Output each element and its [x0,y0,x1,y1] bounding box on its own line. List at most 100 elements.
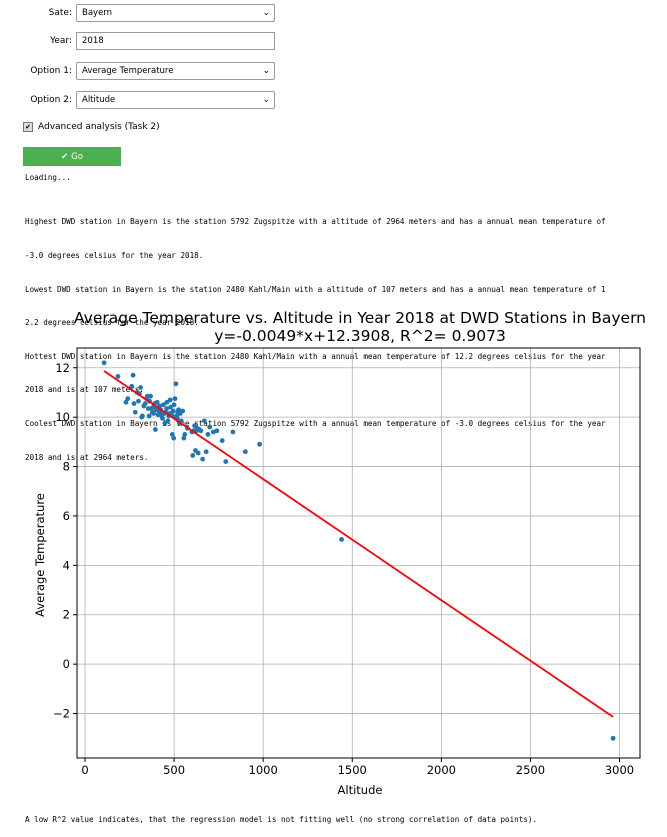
x-tick-label: 1500 [338,763,367,777]
result-line: -3.0 degrees celsius for the year 2018. [25,251,204,261]
data-point [201,418,207,424]
state-label: Sate: [48,8,72,18]
y-tick-label: 12 [55,361,70,375]
chevron-down-icon: ⌄ [262,95,270,105]
plot-frame [76,347,641,759]
data-point [164,406,170,411]
go-button[interactable]: ✔ Go [23,147,121,166]
data-point [165,418,171,424]
data-point [169,432,175,437]
option1-label: Option 1: [30,66,72,76]
data-point [203,449,209,455]
go-button-label: Go [71,151,83,162]
data-point [101,360,107,366]
data-point [160,415,165,421]
year-input[interactable]: 2018 [76,32,275,50]
state-value: Bayern [82,8,113,18]
result-line: 2018 and is at 107 meters. [25,385,144,395]
chart-title: Average Temperature vs. Altitude in Year… [74,309,646,327]
data-point [182,432,188,437]
option2-row: Option 2: Altitude ⌄ [0,91,275,109]
y-tick-label: 10 [55,410,70,424]
x-tick-label: 3000 [605,763,634,777]
data-point [115,374,121,379]
result-output: Highest DWD station in Bayern is the sta… [25,194,606,474]
y-tick-label: −2 [53,707,70,721]
data-point [123,399,129,405]
data-point [214,428,220,434]
data-point [132,409,138,415]
footer-note: A low R^2 value indicates, that the regr… [25,815,538,824]
data-point [148,393,153,399]
option2-label: Option 2: [30,95,72,105]
data-point [129,383,135,389]
data-point [198,428,204,434]
advanced-analysis-toggle[interactable]: ✔ Advanced analysis (Task 2) [23,122,160,132]
result-line: Lowest DWD station in Bayern is the stat… [25,284,606,294]
data-point [151,411,157,416]
data-point [257,441,263,447]
result-line: 2018 and is at 2964 meters. [25,452,149,462]
data-point [171,402,177,408]
y-tick-label: 6 [63,509,70,523]
data-point [161,402,166,408]
year-row: Year: 2018 [0,32,275,50]
state-row: Sate: Bayern ⌄ [0,4,275,22]
chart-subtitle: y=-0.0049*x+12.3908, R^2= 0.9073 [214,327,506,345]
scatter-chart: Average Temperature vs. Altitude in Year… [33,309,646,797]
data-point [195,450,201,456]
y-tick-label: 2 [63,608,70,622]
advanced-analysis-label: Advanced analysis (Task 2) [38,122,160,132]
option1-value: Average Temperature [82,66,174,76]
data-point [167,397,173,403]
advanced-analysis-checkbox[interactable]: ✔ [23,122,33,132]
option1-select[interactable]: Average Temperature ⌄ [76,62,275,80]
data-point [610,735,616,741]
data-point [339,537,344,542]
chevron-down-icon: ⌄ [262,8,270,18]
result-line: Highest DWD station in Bayern is the sta… [25,217,606,227]
data-point [205,432,211,437]
data-point [180,408,186,414]
data-point [242,449,248,455]
data-point [142,401,148,406]
data-point [181,435,187,441]
data-point [190,453,196,458]
data-point [200,456,206,462]
y-tick-label: 8 [63,460,70,474]
data-point [152,427,158,432]
result-line: 2.2 degrees celsius for the year 2018. [25,318,199,328]
loading-text: Loading... [25,173,71,182]
data-point [230,429,236,435]
chevron-down-icon: ⌄ [262,66,270,76]
data-point [146,413,152,419]
x-tick-label: 1000 [249,763,278,777]
data-point [131,401,137,406]
option2-value: Altitude [82,95,116,105]
data-point [154,399,160,405]
regression-line [103,370,614,718]
data-point [168,404,173,410]
y-tick-label: 4 [63,558,70,572]
plot-area: 0 500 1000 1500 2000 2500 3000 −2 0 2 4 6 8 10 12 [53,347,641,777]
data-point [219,438,225,444]
data-point [130,372,136,378]
data-point [171,435,177,441]
x-tick-label: 500 [163,763,185,777]
data-point [170,408,176,414]
x-tick-label: 0 [81,763,88,777]
data-point [138,385,144,390]
state-select[interactable]: Bayern ⌄ [76,4,275,22]
y-axis-label: Average Temperature [33,493,47,617]
x-tick-label: 2500 [516,763,545,777]
y-tick-label: 0 [63,657,70,671]
option2-select[interactable]: Altitude ⌄ [76,91,275,109]
data-point [136,398,141,404]
data-point [223,459,229,465]
data-point [207,424,213,430]
data-point [139,413,145,419]
year-label: Year: [50,36,72,46]
data-point [173,381,179,387]
x-tick-label: 2000 [427,763,456,777]
check-icon: ✔ [61,151,69,162]
